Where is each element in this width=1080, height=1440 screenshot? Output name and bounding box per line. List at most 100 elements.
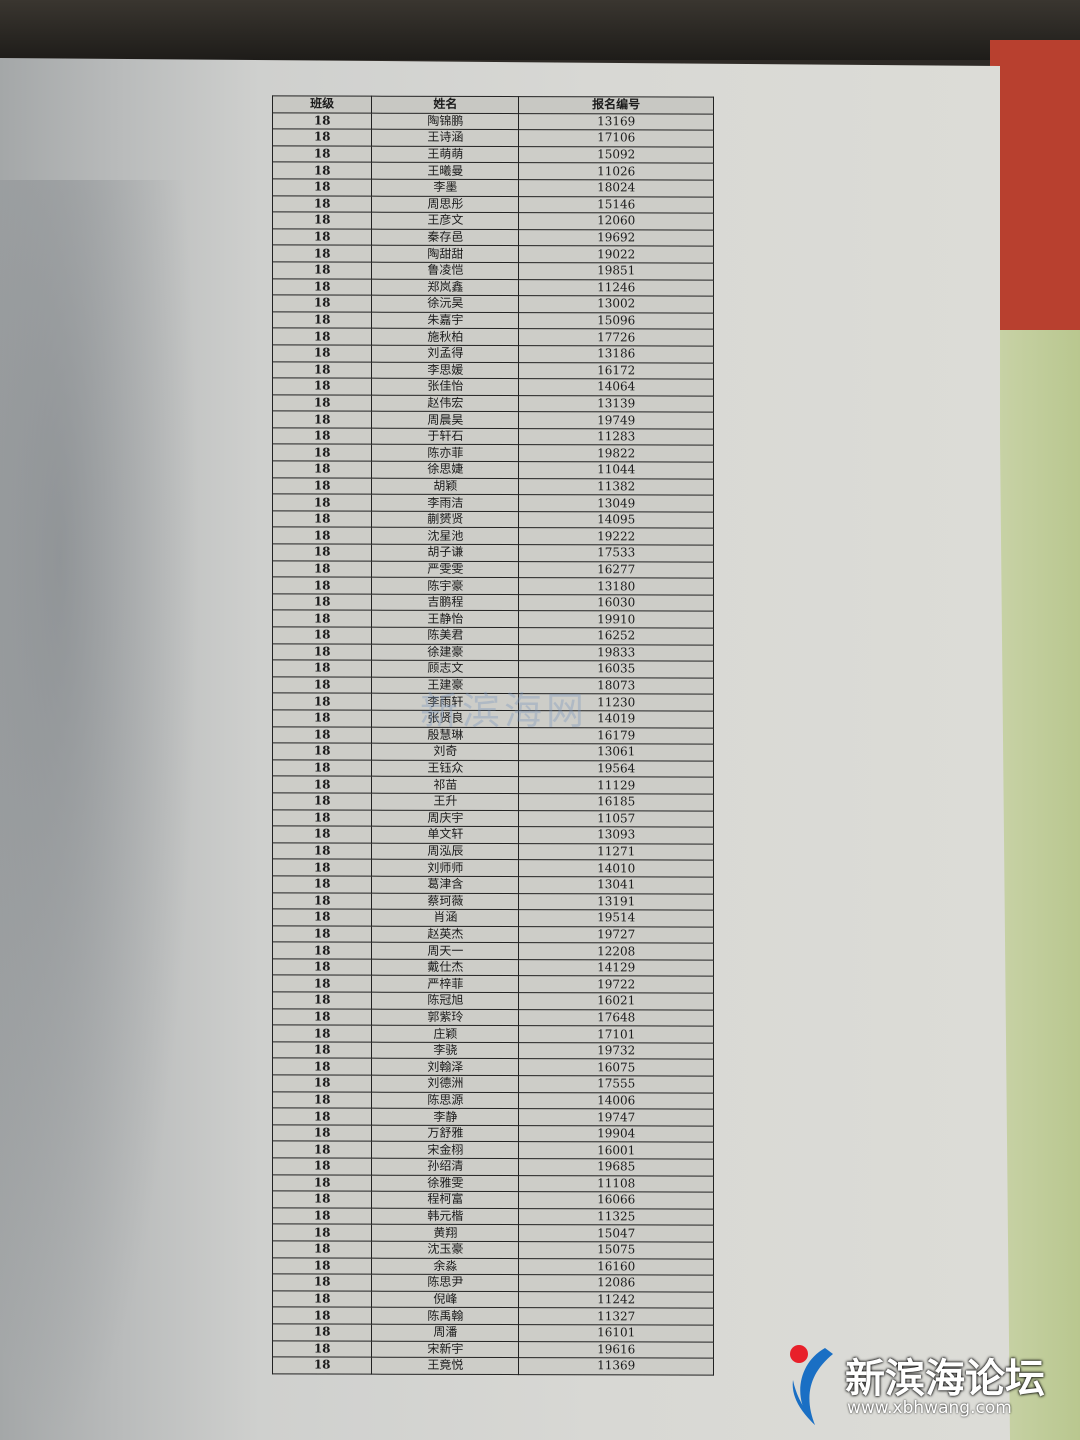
table-row: 18 陶甜甜 19022 <box>272 245 714 264</box>
class-cell: 18 <box>272 1058 372 1076</box>
table-row: 18 陈思源 14006 <box>272 1091 714 1110</box>
registration-number-cell: 16075 <box>518 1059 714 1077</box>
registration-number-cell: 19822 <box>518 445 714 463</box>
table-row: 18 陈美君 16252 <box>272 626 714 645</box>
class-cell: 18 <box>272 1307 372 1325</box>
class-cell: 18 <box>272 560 372 578</box>
name-cell: 李骁 <box>371 1042 519 1060</box>
class-cell: 18 <box>272 1108 372 1125</box>
table-row: 18 王钰众 19564 <box>272 759 714 778</box>
registration-number-cell: 16030 <box>518 594 714 612</box>
class-cell: 18 <box>272 1157 372 1175</box>
name-cell: 严雯雯 <box>371 560 519 578</box>
name-cell: 郑岚鑫 <box>371 278 519 296</box>
name-cell: 陈冠旭 <box>371 992 519 1010</box>
registration-number-cell: 19851 <box>518 262 714 280</box>
name-cell: 孙绍清 <box>371 1158 519 1176</box>
class-cell: 18 <box>272 311 372 329</box>
registration-number-cell: 11057 <box>518 810 714 828</box>
name-cell: 刘翰泽 <box>371 1058 519 1076</box>
watermark-text: 新滨海网 <box>420 689 589 733</box>
class-cell: 18 <box>272 1207 372 1225</box>
shadow <box>0 180 200 1440</box>
name-cell: 庄颖 <box>371 1025 519 1043</box>
registration-number-cell: 16277 <box>518 561 714 579</box>
name-cell: 王萌萌 <box>371 145 519 163</box>
table-row: 18 沈星池 19222 <box>272 527 714 546</box>
table-row: 18 沈玉豪 15075 <box>272 1240 714 1259</box>
registration-number-cell: 19747 <box>518 1108 714 1126</box>
registration-number-cell: 13180 <box>518 577 714 595</box>
registration-number-cell: 17533 <box>518 544 714 562</box>
class-cell: 18 <box>272 1323 372 1341</box>
class-cell: 18 <box>272 892 372 910</box>
class-cell: 18 <box>272 859 372 877</box>
registration-number-cell: 16001 <box>518 1141 714 1160</box>
class-cell: 18 <box>272 626 372 644</box>
class-cell: 18 <box>272 577 372 594</box>
table-row: 18 周思彤 15146 <box>272 195 714 214</box>
class-cell: 18 <box>272 378 372 395</box>
class-cell: 18 <box>272 958 372 976</box>
table-row: 18 陈禹翰 11327 <box>272 1307 714 1326</box>
registration-number-cell: 19514 <box>518 909 714 927</box>
table-row: 18 王萌萌 15092 <box>272 145 714 164</box>
table-row: 18 余淼 16160 <box>272 1257 714 1276</box>
table-row: 18 王彦文 12060 <box>272 212 714 230</box>
registration-number-cell: 11382 <box>518 478 714 496</box>
table-row: 18 郑岚鑫 11246 <box>272 278 714 297</box>
name-cell: 韩元楷 <box>371 1207 519 1225</box>
table-row: 18 王竟悦 11369 <box>272 1357 714 1375</box>
class-cell: 18 <box>272 394 372 412</box>
header-registration-number: 报名编号 <box>518 96 714 114</box>
registration-number-cell: 19616 <box>518 1341 714 1359</box>
name-cell: 倪峰 <box>371 1290 519 1308</box>
registration-number-cell: 13191 <box>518 893 714 911</box>
name-cell: 周潘 <box>371 1324 519 1342</box>
name-cell: 顾志文 <box>371 660 519 678</box>
class-cell: 18 <box>272 1224 372 1242</box>
class-cell: 18 <box>272 660 372 677</box>
name-cell: 陈亦菲 <box>371 444 519 462</box>
table-row: 18 孙绍清 19685 <box>272 1157 714 1176</box>
registration-number-cell: 11325 <box>518 1208 714 1226</box>
name-cell: 周泓辰 <box>371 842 519 860</box>
registration-number-cell: 11242 <box>518 1291 714 1309</box>
name-cell: 秦存邑 <box>371 228 519 246</box>
table-row: 18 胡子谦 17533 <box>272 543 714 562</box>
name-cell: 胡子谦 <box>371 544 519 562</box>
registration-number-cell: 12060 <box>518 212 714 230</box>
registration-number-cell: 16172 <box>518 362 714 380</box>
registration-number-cell: 13093 <box>518 826 714 844</box>
registration-number-cell: 19222 <box>518 528 714 546</box>
table-row: 18 赵伟宏 13139 <box>272 394 714 413</box>
name-cell: 王升 <box>371 793 519 811</box>
class-cell: 18 <box>272 228 372 246</box>
table-row: 18 李墨 18024 <box>272 178 714 197</box>
class-cell: 18 <box>272 593 372 611</box>
class-cell: 18 <box>272 610 372 628</box>
class-cell: 18 <box>272 411 372 429</box>
name-cell: 刘师师 <box>371 859 519 877</box>
class-cell: 18 <box>272 510 372 528</box>
table-row: 18 徐建豪 19833 <box>272 643 714 662</box>
registration-number-cell: 19692 <box>518 229 714 247</box>
class-cell: 18 <box>272 709 372 727</box>
registration-number-cell: 12086 <box>518 1274 714 1292</box>
table-row: 18 倪峰 11242 <box>272 1290 714 1309</box>
table-header-row: 班级 姓名 报名编号 <box>272 95 714 114</box>
name-cell: 祁苗 <box>371 776 519 794</box>
class-cell: 18 <box>272 195 372 213</box>
class-cell: 18 <box>272 129 372 146</box>
name-cell: 周庆宇 <box>371 809 519 827</box>
class-cell: 18 <box>272 643 372 661</box>
name-cell: 王静怡 <box>371 610 519 628</box>
name-cell: 张佳怡 <box>371 378 519 396</box>
class-cell: 18 <box>272 991 372 1009</box>
logo-url: www.xbhwang.com <box>847 1398 1012 1418</box>
name-cell: 施秋柏 <box>371 328 519 346</box>
registration-number-cell: 13061 <box>518 743 714 761</box>
name-cell: 蔡珂薇 <box>371 892 519 910</box>
class-cell: 18 <box>272 1191 372 1208</box>
table-row: 18 顾志文 16035 <box>272 660 714 678</box>
